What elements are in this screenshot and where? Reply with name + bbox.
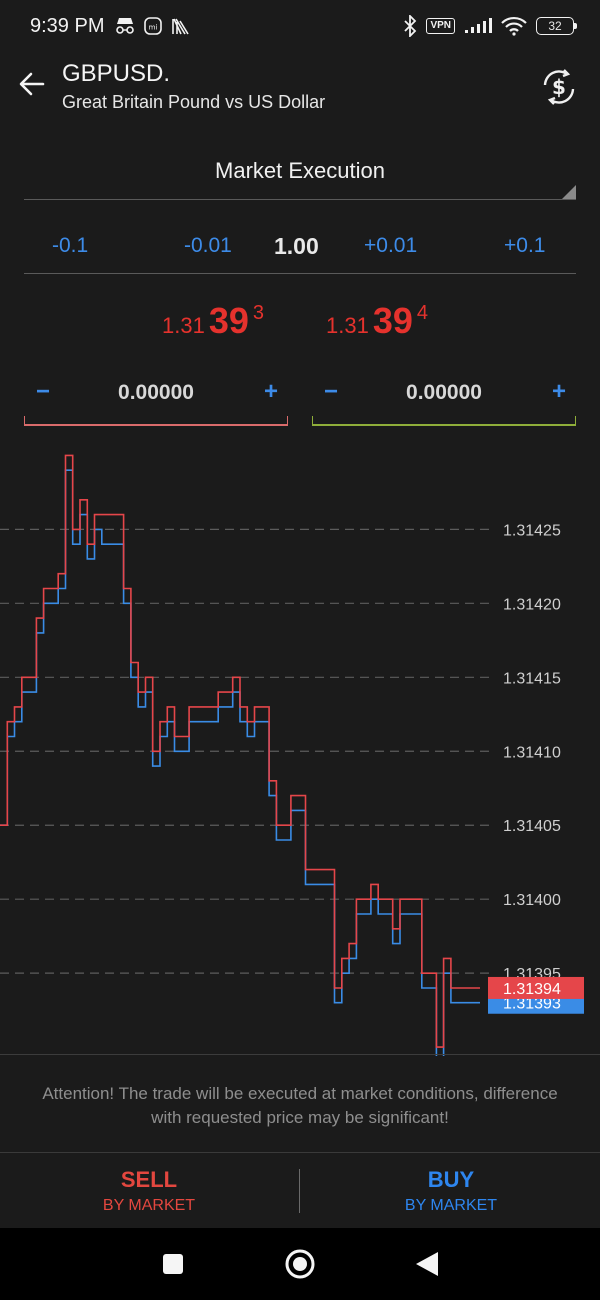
system-nav-bar	[0, 1228, 600, 1300]
ask-price-fraction: 4	[416, 302, 428, 324]
ask-price-prefix: 1.31	[326, 313, 369, 338]
buy-title: BUY	[427, 1167, 475, 1192]
svg-text:$: $	[552, 75, 566, 99]
square-icon	[163, 1254, 184, 1274]
price-tag-label: 1.31393	[503, 996, 561, 1013]
back-nav-button[interactable]	[407, 1244, 447, 1284]
take-profit-minus-button[interactable]: −	[324, 378, 339, 405]
chart-y-tick-label: 1.31410	[503, 744, 561, 761]
volume-row: -0.1 -0.01 1.00 +0.01 +0.1	[24, 222, 576, 274]
action-divider	[299, 1169, 300, 1213]
volume-plus-small-button[interactable]: +0.01	[364, 234, 418, 257]
buy-by-market-button[interactable]: BUY BY MARKET	[302, 1153, 600, 1229]
price-chart: 1.31425 1.31420 1.31415 1.31410 1.31405 1.314…	[0, 454, 584, 1056]
symbol-description: Great Britain Pound vs US Dollar	[62, 92, 326, 112]
triangle-back-icon	[415, 1252, 438, 1276]
arrow-left-icon	[19, 72, 45, 96]
signal-icon	[464, 18, 492, 34]
ask-price-pips: 39	[372, 300, 413, 341]
execution-type-select[interactable]: Market Execution	[24, 150, 576, 200]
status-bar: 9:39 PM mi VPN 32	[0, 0, 600, 52]
app-header: GBPUSD. Great Britain Pound vs US Dollar…	[0, 52, 600, 122]
stop-loss-field: − 0.00000 +	[24, 370, 288, 426]
back-button[interactable]	[14, 66, 50, 102]
mi-icon: mi	[144, 17, 163, 35]
order-action-bar: SELL BY MARKET BUY BY MARKET	[0, 1152, 600, 1228]
dropdown-corner-icon	[562, 185, 576, 199]
app-icon	[170, 16, 190, 36]
chart-y-tick-label: 1.31415	[503, 670, 561, 687]
symbol-title: GBPUSD.	[62, 60, 171, 87]
bid-price-pips: 39	[208, 300, 249, 341]
stop-loss-value[interactable]: 0.00000	[118, 381, 194, 404]
volume-value[interactable]: 1.00	[274, 233, 319, 259]
bid-series-line	[0, 454, 480, 1048]
chart-y-tick-label: 1.31425	[503, 522, 561, 539]
buy-subtitle: BY MARKET	[404, 1197, 498, 1214]
wifi-icon	[501, 16, 527, 36]
take-profit-field: − 0.00000 +	[312, 370, 576, 426]
bluetooth-icon	[403, 15, 417, 37]
chart-y-tick-label: 1.31400	[503, 892, 561, 909]
recents-button[interactable]	[153, 1244, 193, 1284]
status-time: 9:39 PM	[30, 14, 105, 37]
volume-plus-big-button[interactable]: +0.1	[504, 234, 546, 257]
home-button[interactable]	[280, 1244, 320, 1284]
take-profit-plus-button[interactable]: +	[551, 378, 566, 405]
incognito-icon	[114, 17, 136, 35]
bid-price-fraction: 3	[252, 302, 264, 324]
stop-loss-plus-button[interactable]: +	[263, 378, 278, 405]
ask-series-line	[0, 469, 480, 1056]
svg-text:mi: mi	[149, 24, 158, 32]
sell-title: SELL	[120, 1167, 178, 1192]
price-tag-background	[488, 976, 584, 999]
attention-message: Attention! The trade will be executed at…	[42, 1084, 558, 1127]
volume-minus-small-button[interactable]: -0.01	[184, 234, 232, 257]
ask-price: 1.31 39 4	[326, 300, 428, 342]
stop-loss-minus-button[interactable]: −	[36, 378, 51, 405]
price-tag-label: 1.31394	[503, 981, 561, 998]
bid-price-tag: 1.31394	[488, 976, 584, 999]
take-profit-value[interactable]: 0.00000	[406, 381, 482, 404]
sell-by-market-button[interactable]: SELL BY MARKET	[0, 1153, 298, 1229]
execution-type-label: Market Execution	[215, 158, 385, 183]
bid-price-prefix: 1.31	[162, 313, 205, 338]
sell-subtitle: BY MARKET	[102, 1197, 196, 1214]
currency-exchange-icon: $	[543, 69, 575, 105]
chart-y-tick-label: 1.31405	[503, 818, 561, 835]
chart-divider	[0, 1054, 600, 1055]
battery-icon: 32	[536, 17, 577, 35]
currency-button[interactable]: $	[538, 66, 580, 108]
circle-icon	[285, 1249, 315, 1279]
vpn-icon: VPN	[426, 18, 455, 34]
bid-price: 1.31 39 3	[162, 300, 264, 342]
chart-y-tick-label: 1.31420	[503, 596, 561, 613]
volume-minus-big-button[interactable]: -0.1	[52, 234, 89, 257]
